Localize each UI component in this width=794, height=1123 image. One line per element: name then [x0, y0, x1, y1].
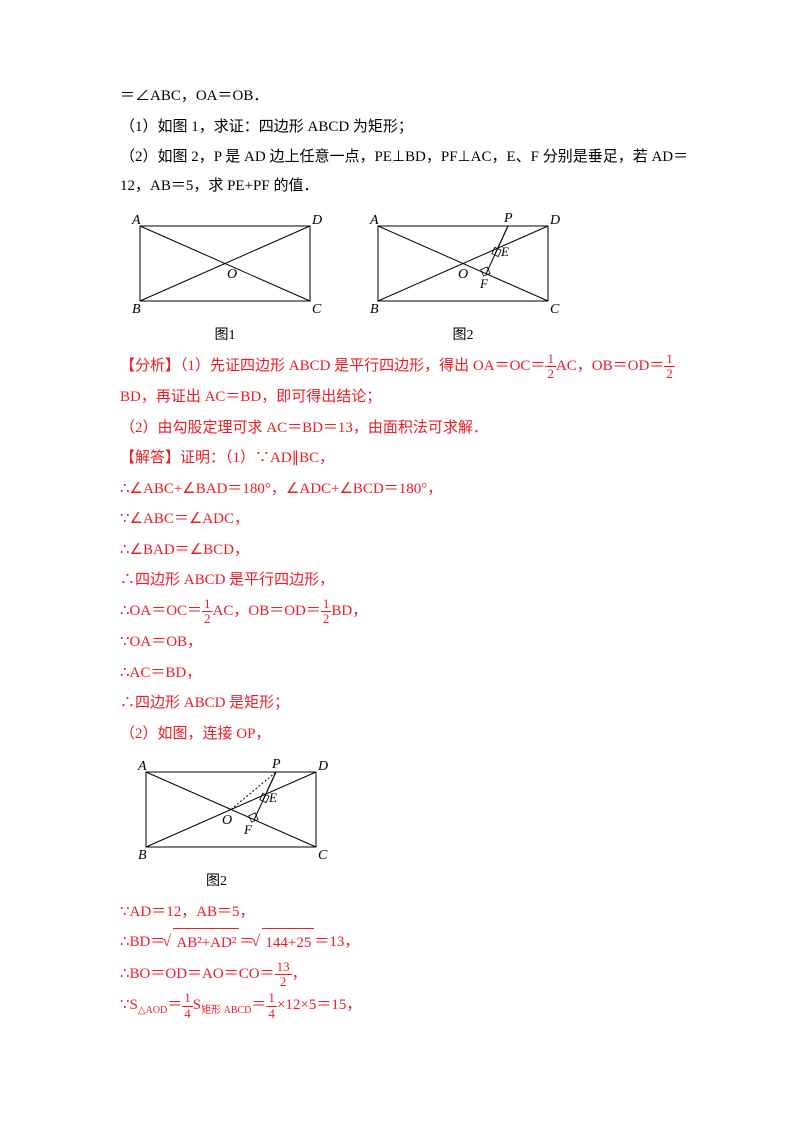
sol-l2: ∵∠ABC＝∠ADC，: [120, 505, 694, 534]
sol-l5: ∴OA＝OC＝12AC，OB＝OD＝12BD，: [120, 597, 694, 627]
sol-l1: ∴∠ABC+∠BAD＝180°，∠ADC+∠BCD＝180°，: [120, 475, 694, 504]
svg-text:A: A: [369, 213, 379, 228]
fig2-caption: 图2: [358, 323, 568, 350]
svg-text:F: F: [243, 822, 253, 837]
sol-l11: ∴BO＝OD＝AO＝CO＝132，: [120, 960, 694, 990]
sol-l7: ∴AC＝BD，: [120, 659, 694, 688]
svg-text:C: C: [550, 302, 560, 317]
svg-text:E: E: [500, 244, 509, 259]
svg-text:A: A: [137, 759, 147, 774]
given-line: ＝∠ABC，OA＝OB．: [120, 82, 694, 111]
analysis-1: 【分析】（1）先证四边形 ABCD 是平行四边形，得出 OA＝OC＝12AC，O…: [120, 352, 694, 382]
q2: （2）如图 2，P 是 AD 边上任意一点，PE⊥BD，PF⊥AC，E、F 分别…: [120, 143, 694, 200]
svg-text:D: D: [317, 759, 328, 774]
given: ＝∠ABC，OA＝OB．: [120, 88, 268, 104]
sol-head: 【解答】证明：（1）∵AD∥BC，: [120, 444, 694, 473]
svg-text:O: O: [458, 267, 468, 282]
analysis-3: （2）由勾股定理可求 AC＝BD＝13，由面积法可求解．: [120, 414, 694, 443]
sol-l12: ∵S△AOD＝14S矩形 ABCD＝14×12×5＝15，: [120, 991, 694, 1021]
svg-text:O: O: [222, 813, 232, 828]
svg-text:A: A: [131, 213, 141, 228]
svg-text:D: D: [549, 213, 560, 228]
sol-l10: ∴BD＝AB²+AD²＝144+25＝13，: [120, 928, 694, 958]
figure-2-svg: A D B C O P E F: [358, 206, 568, 321]
figure-2-repeat: A D B C O P E F 图2: [126, 752, 694, 896]
svg-text:F: F: [479, 276, 489, 291]
figure-1-svg: A D B C O: [120, 206, 330, 321]
sol-p2head: （2）如图，连接 OP，: [120, 720, 694, 749]
figure-1-block: A D B C O 图1: [120, 206, 330, 350]
svg-text:C: C: [312, 302, 322, 317]
fig2b-caption: 图2: [126, 869, 694, 896]
svg-text:O: O: [227, 267, 237, 282]
svg-text:C: C: [318, 848, 328, 863]
sol-l9: ∵AD＝12，AB＝5，: [120, 898, 694, 927]
svg-text:D: D: [311, 213, 322, 228]
sol-l6: ∵OA＝OB，: [120, 628, 694, 657]
sol-l8: ∴四边形 ABCD 是矩形；: [120, 689, 694, 718]
svg-text:B: B: [132, 302, 141, 317]
svg-text:E: E: [268, 790, 277, 805]
analysis-2: BD，再证出 AC＝BD，即可得出结论；: [120, 383, 694, 412]
figure-row: A D B C O 图1 A D B C O: [120, 206, 694, 350]
svg-text:P: P: [271, 757, 281, 772]
figure-2-block: A D B C O P E F 图2: [358, 206, 568, 350]
svg-text:P: P: [503, 211, 513, 226]
svg-text:B: B: [138, 848, 147, 863]
svg-text:B: B: [370, 302, 379, 317]
q1: （1）如图 1，求证：四边形 ABCD 为矩形；: [120, 113, 694, 142]
figure-2b-svg: A D B C O P E F: [126, 752, 336, 867]
sol-l4: ∴四边形 ABCD 是平行四边形，: [120, 566, 694, 595]
sol-l3: ∴∠BAD＝∠BCD，: [120, 536, 694, 565]
fig1-caption: 图1: [120, 323, 330, 350]
